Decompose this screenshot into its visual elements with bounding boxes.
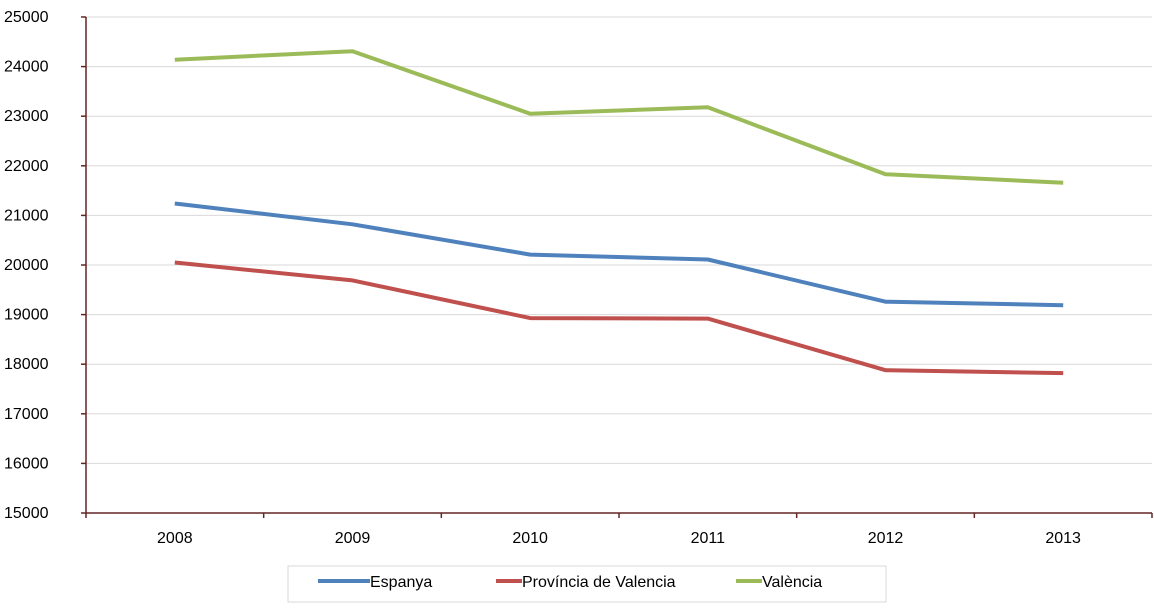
gridlines [86,16,1152,464]
x-axis-tick-labels: 2008 2009 2010 2011 2012 2013 [157,530,1081,547]
legend-label-2: Província de Valencia [522,574,676,591]
legend-box [287,565,887,603]
y-tick-label: 21000 [4,207,49,224]
y-tick-label: 16000 [4,455,49,472]
series-line-2 [174,260,1064,376]
y-tick-label: 20000 [4,257,49,274]
x-tick-label: 2011 [691,530,726,547]
y-tick-label: 24000 [4,59,49,76]
series-line-3 [174,49,1064,185]
legend: Espanya Província de Valencia València [287,565,887,603]
y-axis-tick-labels: 15000 16000 17000 18000 19000 20000 21000 22000… [4,9,49,522]
y-tick-label: 15000 [4,505,49,522]
series-lines [174,49,1064,376]
y-tick-label: 18000 [4,356,49,373]
y-tick-label: 25000 [4,9,49,26]
y-tick-label: 22000 [4,158,49,175]
x-tick-label: 2010 [512,530,548,547]
y-tick-label: 17000 [4,406,49,423]
series-line-1 [174,201,1064,308]
y-tick-label: 23000 [4,108,49,125]
legend-label-3: València [762,574,822,591]
x-tick-label: 2008 [157,530,193,547]
y-tick-label: 19000 [4,307,49,324]
x-tick-label: 2013 [1045,530,1081,547]
x-tick-label: 2009 [335,530,371,547]
legend-label-1: Espanya [370,574,432,591]
axes [81,16,1153,518]
x-tick-label: 2012 [868,530,904,547]
